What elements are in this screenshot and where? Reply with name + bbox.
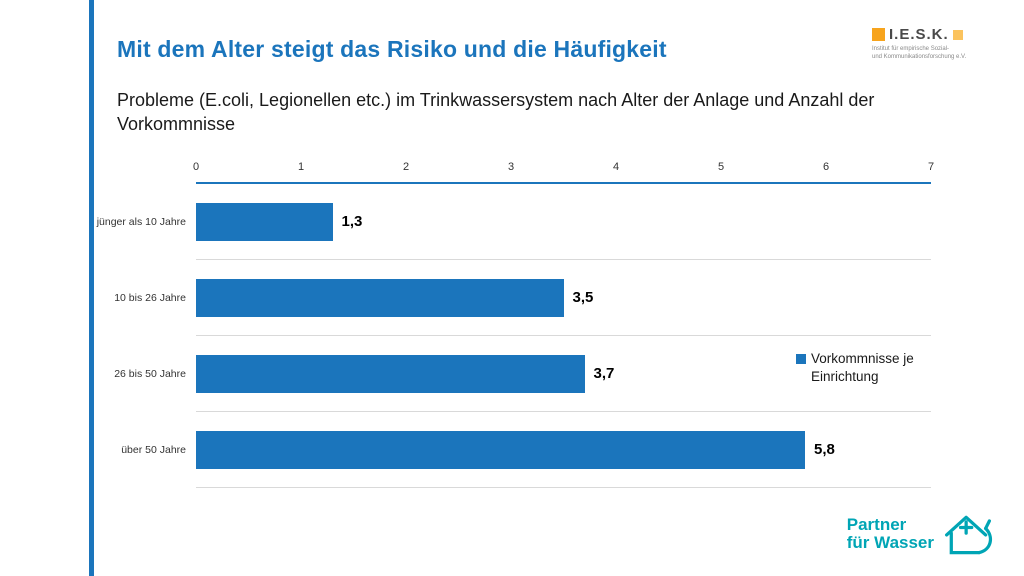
x-axis-tick-label: 3 bbox=[507, 161, 515, 173]
x-axis-tick-label: 5 bbox=[717, 161, 725, 173]
partner-logo-line1: Partner bbox=[846, 515, 907, 535]
iesk-orange-square-icon bbox=[872, 28, 885, 41]
value-label: 1,3 bbox=[341, 213, 363, 230]
bar bbox=[196, 278, 564, 317]
bar bbox=[196, 202, 333, 241]
iesk-logo-text: I.E.S.K. bbox=[889, 26, 949, 43]
chart-row: jünger als 10 Jahre 1,3 bbox=[97, 184, 931, 260]
value-label: 5,8 bbox=[813, 441, 835, 458]
chart-subtitle: Probleme (E.coli, Legionellen etc.) im T… bbox=[117, 90, 875, 135]
x-axis-tick-label: 7 bbox=[927, 161, 935, 173]
x-axis-tick-label: 6 bbox=[822, 161, 830, 173]
partner-logo-text: Partner für Wasser bbox=[847, 516, 934, 552]
value-label: 3,5 bbox=[572, 289, 594, 306]
category-label: jünger als 10 Jahre bbox=[96, 215, 186, 228]
x-axis-ticks: 0 1 2 3 4 5 6 7 bbox=[192, 158, 935, 182]
iesk-logo-row: I.E.S.K. bbox=[872, 26, 992, 43]
x-axis-tick-label: 1 bbox=[297, 161, 305, 173]
iesk-caption-line2: und Kommunikationsforschung e.V. bbox=[872, 53, 967, 60]
x-axis-tick-label: 2 bbox=[402, 161, 410, 173]
partner-logo-line2: für Wasser bbox=[846, 533, 934, 552]
x-axis-tick-label: 4 bbox=[612, 161, 620, 173]
iesk-logo: I.E.S.K. Institut für empirische Sozial-… bbox=[872, 26, 992, 62]
house-plus-icon bbox=[945, 515, 993, 555]
iesk-caption: Institut für empirische Sozial- und Komm… bbox=[872, 46, 992, 62]
bar bbox=[196, 354, 585, 393]
legend-swatch-icon bbox=[796, 354, 806, 364]
chart-row: 26 bis 50 Jahre 3,7 bbox=[114, 336, 931, 412]
chart-rows: jünger als 10 Jahre 1,3 10 bis 26 Jahre 3,5… bbox=[97, 182, 931, 488]
left-accent-stripe bbox=[89, 0, 94, 576]
category-label: über 50 Jahre bbox=[121, 443, 186, 456]
slide-title: Mit dem Alter steigt das Risiko und die … bbox=[117, 36, 667, 62]
category-label: 26 bis 50 Jahre bbox=[114, 367, 186, 380]
partner-fuer-wasser-logo: Partner für Wasser bbox=[847, 508, 996, 560]
chart-legend: Vorkommnisse je Einrichtung bbox=[796, 350, 936, 386]
value-label: 3,7 bbox=[593, 365, 615, 382]
bar bbox=[196, 430, 805, 469]
bar-chart: 0 1 2 3 4 5 6 7 jünger als 10 Jahre 1,3 10 bis 26… bbox=[97, 158, 935, 494]
iesk-caption-line1: Institut für empirische Sozial- bbox=[872, 46, 950, 52]
category-label: 10 bis 26 Jahre bbox=[114, 291, 186, 304]
iesk-amber-square-icon bbox=[952, 29, 963, 40]
x-axis-tick-label: 0 bbox=[192, 161, 200, 173]
chart-row: über 50 Jahre 5,8 bbox=[121, 412, 931, 488]
legend-label: Vorkommnisse je Einrichtung bbox=[811, 351, 914, 385]
chart-row: 10 bis 26 Jahre 3,5 bbox=[114, 260, 931, 336]
